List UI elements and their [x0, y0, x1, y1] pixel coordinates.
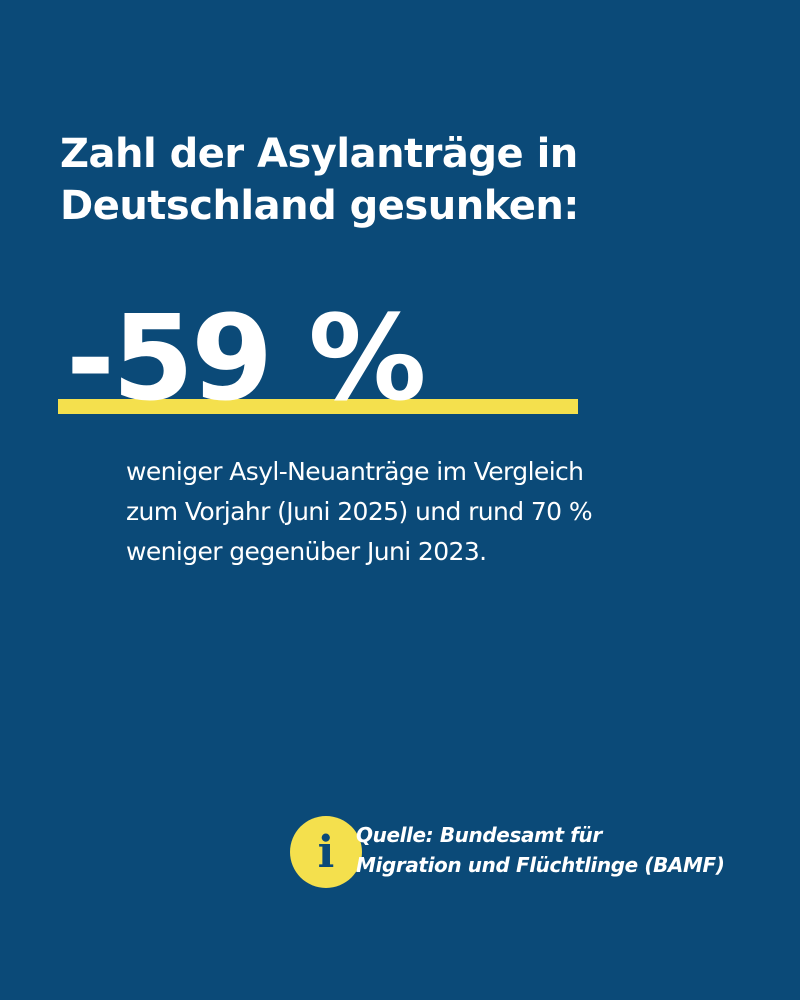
info-icon-glyph: i — [317, 827, 335, 878]
description-line-1: weniger Asyl-Neuanträge im Vergleich — [126, 457, 584, 486]
headline: Zahl der Asylanträge in Deutschland gesu… — [60, 128, 740, 232]
source-line-1: Quelle: Bundesamt für — [356, 823, 602, 847]
highlight-underline — [58, 399, 578, 414]
headline-line-1: Zahl der Asylanträge in — [60, 131, 578, 177]
info-icon: i — [290, 816, 362, 888]
source-note: i Quelle: Bundesamt für Migration und Fl… — [290, 812, 760, 892]
source-text: Quelle: Bundesamt für Migration und Flüc… — [356, 820, 725, 880]
source-line-2: Migration und Flüchtlinge (BAMF) — [356, 853, 725, 877]
headline-line-2: Deutschland gesunken: — [60, 183, 579, 229]
percentage-figure: -59 % — [66, 289, 426, 427]
description-line-3: weniger gegenüber Juni 2023. — [126, 537, 487, 566]
description-line-2: zum Vorjahr (Juni 2025) und rund 70 % — [126, 497, 593, 526]
description-text: weniger Asyl-Neuanträge im Vergleich zum… — [126, 452, 726, 572]
